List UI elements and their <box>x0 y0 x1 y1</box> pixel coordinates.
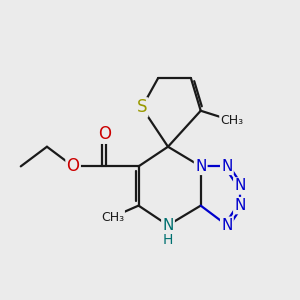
Text: H: H <box>163 233 173 247</box>
Text: N: N <box>162 218 174 233</box>
Text: N: N <box>221 159 232 174</box>
Text: CH₃: CH₃ <box>101 211 124 224</box>
Text: O: O <box>98 124 111 142</box>
Text: N: N <box>234 198 246 213</box>
Text: S: S <box>136 98 147 116</box>
Text: N: N <box>195 159 206 174</box>
Text: N: N <box>234 178 246 194</box>
Text: O: O <box>67 158 80 175</box>
Text: CH₃: CH₃ <box>220 114 243 127</box>
Text: N: N <box>221 218 232 233</box>
